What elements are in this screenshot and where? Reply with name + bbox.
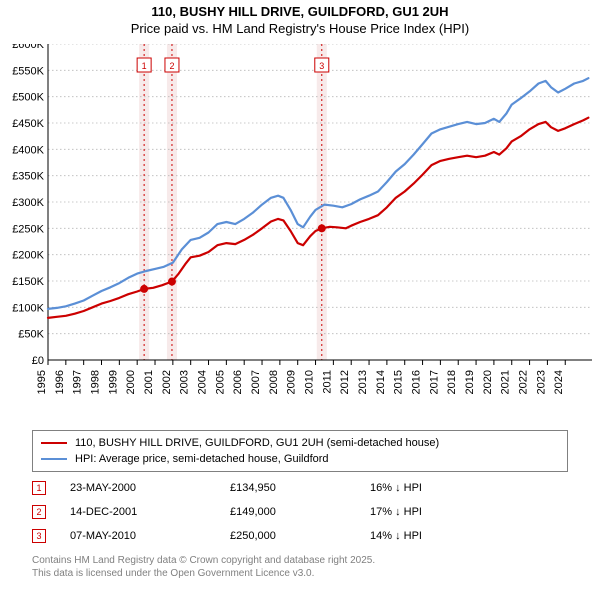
legend-label: 110, BUSHY HILL DRIVE, GUILDFORD, GU1 2U… <box>75 437 439 449</box>
sale-price: £134,950 <box>230 482 370 494</box>
svg-text:£400K: £400K <box>12 144 44 156</box>
legend-swatch <box>41 442 67 444</box>
svg-text:2010: 2010 <box>304 370 316 394</box>
footer-line1: Contains HM Land Registry data © Crown c… <box>32 554 375 567</box>
footer-attribution: Contains HM Land Registry data © Crown c… <box>32 554 375 580</box>
svg-text:£350K: £350K <box>12 171 44 183</box>
line-chart-svg: £0 £50K £100K £150K £200K £250K £300K £350K £400… <box>6 44 594 414</box>
svg-text:1999: 1999 <box>107 370 119 394</box>
svg-text:2020: 2020 <box>482 370 494 394</box>
svg-text:£150K: £150K <box>12 276 44 288</box>
svg-text:2018: 2018 <box>446 370 458 394</box>
svg-text:2008: 2008 <box>268 370 280 394</box>
sale-row: 2 14-DEC-2001£149,00017% ↓ HPI <box>32 500 568 524</box>
sale-hpi-diff: 17% ↓ HPI <box>370 506 510 518</box>
sale-price: £250,000 <box>230 530 370 542</box>
svg-text:£600K: £600K <box>12 44 44 51</box>
svg-text:2016: 2016 <box>411 370 423 394</box>
svg-text:£50K: £50K <box>18 329 44 341</box>
svg-text:£450K: £450K <box>12 118 44 130</box>
svg-text:£500K: £500K <box>12 92 44 104</box>
svg-text:2024: 2024 <box>553 370 565 394</box>
title-subtitle: Price paid vs. HM Land Registry's House … <box>0 21 600 36</box>
svg-text:2003: 2003 <box>179 370 191 394</box>
sale-date: 14-DEC-2001 <box>70 506 230 518</box>
chart-container: 110, BUSHY HILL DRIVE, GUILDFORD, GU1 2U… <box>0 0 600 590</box>
svg-text:2014: 2014 <box>375 370 387 394</box>
sale-marker-box: 1 <box>32 481 46 495</box>
svg-text:1: 1 <box>142 61 147 71</box>
sale-row: 1 23-MAY-2000£134,95016% ↓ HPI <box>32 476 568 500</box>
svg-text:2009: 2009 <box>286 370 298 394</box>
svg-text:£200K: £200K <box>12 250 44 262</box>
sale-row: 3 07-MAY-2010£250,00014% ↓ HPI <box>32 524 568 548</box>
sale-hpi-diff: 14% ↓ HPI <box>370 530 510 542</box>
svg-text:1995: 1995 <box>36 370 48 394</box>
legend-label: HPI: Average price, semi-detached house,… <box>75 453 329 465</box>
svg-text:2002: 2002 <box>161 370 173 394</box>
svg-text:2011: 2011 <box>321 370 333 394</box>
svg-text:£0: £0 <box>32 355 44 367</box>
svg-text:£100K: £100K <box>12 302 44 314</box>
legend-swatch <box>41 458 67 460</box>
sale-hpi-diff: 16% ↓ HPI <box>370 482 510 494</box>
svg-text:1997: 1997 <box>72 370 84 394</box>
sale-price: £149,000 <box>230 506 370 518</box>
svg-text:2012: 2012 <box>339 370 351 394</box>
svg-text:2006: 2006 <box>232 370 244 394</box>
svg-text:2007: 2007 <box>250 370 262 394</box>
svg-text:2001: 2001 <box>143 370 155 394</box>
sale-marker-box: 2 <box>32 505 46 519</box>
footer-line2: This data is licensed under the Open Gov… <box>32 567 375 580</box>
title-block: 110, BUSHY HILL DRIVE, GUILDFORD, GU1 2U… <box>0 0 600 36</box>
svg-text:2015: 2015 <box>393 370 405 394</box>
sale-date: 07-MAY-2010 <box>70 530 230 542</box>
sale-marker-box: 3 <box>32 529 46 543</box>
svg-text:2: 2 <box>169 61 174 71</box>
sales-table: 1 23-MAY-2000£134,95016% ↓ HPI 2 14-DEC-200… <box>32 476 568 548</box>
svg-text:£300K: £300K <box>12 197 44 209</box>
svg-text:£250K: £250K <box>12 223 44 235</box>
legend: 110, BUSHY HILL DRIVE, GUILDFORD, GU1 2U… <box>32 430 568 472</box>
svg-text:2017: 2017 <box>428 370 440 394</box>
svg-text:2013: 2013 <box>357 370 369 394</box>
svg-text:£550K: £550K <box>12 65 44 77</box>
chart-area: £0 £50K £100K £150K £200K £250K £300K £350K £400… <box>6 44 594 414</box>
svg-text:1996: 1996 <box>54 370 66 394</box>
svg-text:2019: 2019 <box>464 370 476 394</box>
svg-text:1998: 1998 <box>90 370 102 394</box>
svg-text:3: 3 <box>319 61 324 71</box>
svg-text:2022: 2022 <box>518 370 530 394</box>
sale-date: 23-MAY-2000 <box>70 482 230 494</box>
legend-row: 110, BUSHY HILL DRIVE, GUILDFORD, GU1 2U… <box>41 435 559 451</box>
title-address: 110, BUSHY HILL DRIVE, GUILDFORD, GU1 2U… <box>0 4 600 19</box>
svg-text:2004: 2004 <box>197 370 209 394</box>
svg-text:2023: 2023 <box>535 370 547 394</box>
svg-text:2000: 2000 <box>125 370 137 394</box>
svg-text:2021: 2021 <box>500 370 512 394</box>
svg-text:2005: 2005 <box>214 370 226 394</box>
legend-row: HPI: Average price, semi-detached house,… <box>41 451 559 467</box>
